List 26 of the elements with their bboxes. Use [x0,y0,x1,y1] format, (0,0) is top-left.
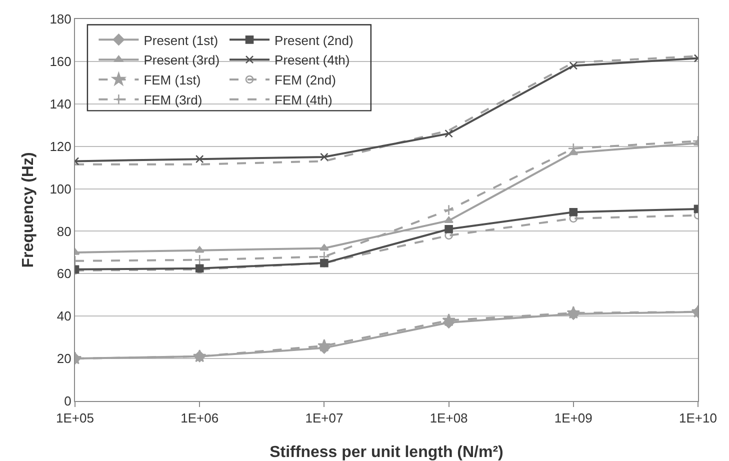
x-tick-label: 1E+08 [430,410,468,426]
legend-label: Present (2nd) [274,32,354,48]
y-tick-label: 120 [50,138,72,154]
x-axis-title: Stiffness per unit length (N/m²) [270,444,504,461]
x-tick-label: 1E+10 [679,410,717,426]
legend-label: FEM (1st) [144,72,201,88]
x-tick-label: 1E+07 [305,410,344,426]
y-tick-label: 40 [56,308,72,324]
legend-label: Present (1st) [144,32,218,48]
x-tick-label: 1E+09 [554,410,592,426]
y-tick-label: 160 [50,54,72,69]
y-tick-label: 140 [50,96,72,112]
y-tick-label: 60 [56,266,72,282]
y-tick-label: 80 [56,224,72,239]
x-tick-label: 1E+05 [56,410,94,426]
x-tick-label: 1E+06 [180,410,219,426]
legend-label: Present (4th) [274,52,350,68]
y-axis-title: Frequency (Hz) [20,152,37,268]
legend-label: FEM (3rd) [144,92,202,108]
legend-label: FEM (2nd) [274,72,336,88]
legend-label: FEM (4th) [274,92,332,108]
y-tick-label: 20 [56,351,72,366]
y-tick-label: 180 [50,12,72,27]
legend-label: Present (3rd) [144,52,220,68]
y-tick-label: 100 [50,181,72,196]
y-tick-label: 0 [64,394,72,409]
